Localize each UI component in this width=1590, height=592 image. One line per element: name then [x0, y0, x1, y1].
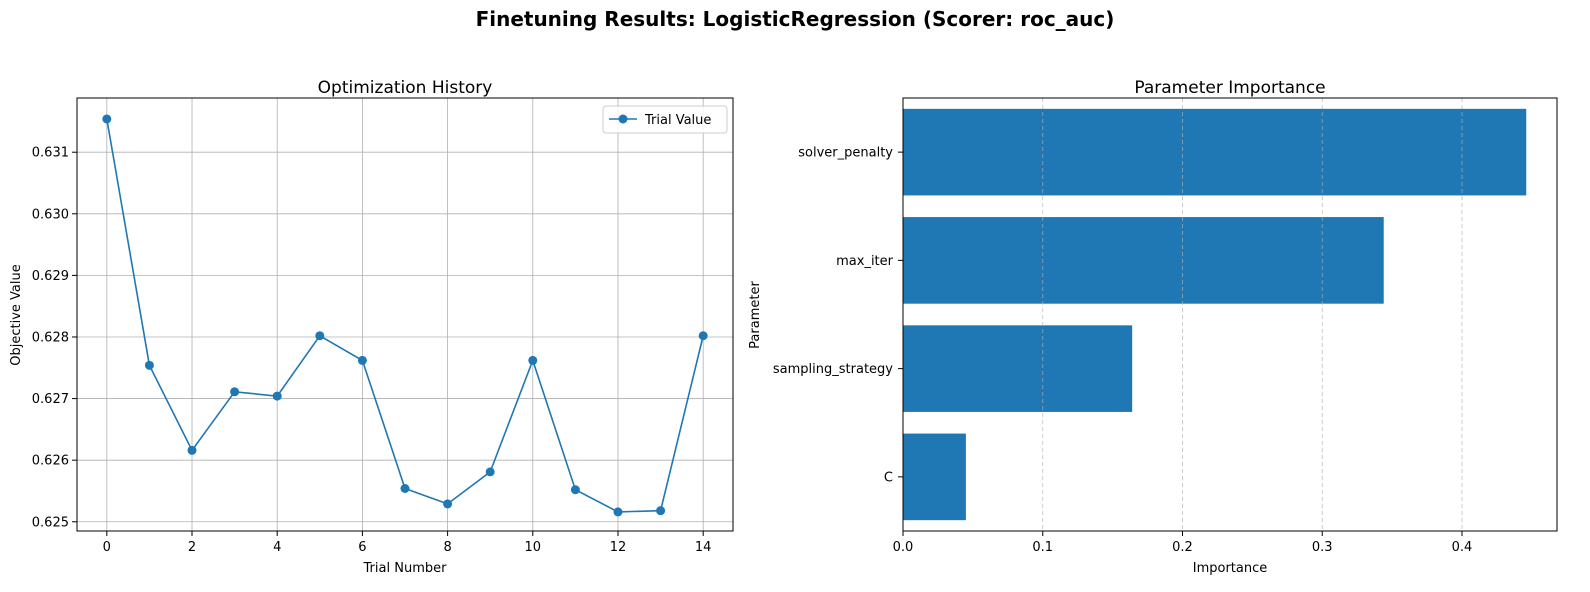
- history-y-tick-label: 0.626: [32, 454, 69, 469]
- history-x-tick-label: 6: [358, 540, 366, 555]
- trial-value-point: [613, 507, 623, 517]
- importance-y-axis-label: Parameter: [748, 281, 763, 349]
- optimization-history-chart: Optimization History 0 2 4 6 8 10 12 14 0.625 0.6…: [9, 78, 734, 576]
- history-y-tick-label: 0.627: [32, 392, 69, 407]
- importance-bars: [903, 108, 1527, 521]
- trial-value-point: [187, 445, 197, 455]
- importance-category-label: C: [884, 470, 893, 485]
- history-grid: [77, 98, 733, 531]
- trial-value-point: [656, 506, 666, 516]
- history-y-axis-label: Objective Value: [9, 264, 24, 365]
- trial-value-point: [400, 484, 410, 494]
- importance-x-tick-label: 0.4: [1452, 540, 1473, 555]
- trial-value-point: [443, 499, 453, 509]
- trial-value-point: [528, 355, 538, 365]
- figure-title: Finetuning Results: LogisticRegression (…: [476, 7, 1115, 31]
- importance-chart-title: Parameter Importance: [1134, 78, 1325, 98]
- history-ticks: 0 2 4 6 8 10 12 14 0.625 0.626 0.627 0.628 0.629 0.63…: [32, 146, 712, 555]
- history-x-tick-label: 10: [525, 540, 542, 555]
- legend-marker-sample: [618, 114, 628, 124]
- history-x-tick-label: 8: [443, 540, 451, 555]
- importance-x-tick-label: 0.3: [1312, 540, 1333, 555]
- history-x-tick-label: 4: [273, 540, 281, 555]
- importance-plot-frame: [902, 97, 1558, 532]
- importance-category-label: max_iter: [836, 254, 894, 269]
- importance-ticks: solver_penalty max_iter sampling_strategy C…: [773, 146, 1472, 555]
- history-chart-title: Optimization History: [318, 78, 493, 98]
- importance-grid: [1042, 98, 1463, 531]
- history-line-layer: [102, 114, 708, 517]
- trial-value-point: [485, 467, 495, 477]
- importance-category-label: sampling_strategy: [773, 362, 893, 377]
- importance-x-axis-label: Importance: [1193, 561, 1268, 576]
- trial-value-point: [144, 360, 154, 370]
- importance-category-label: solver_penalty: [798, 146, 893, 161]
- importance-bar: [903, 433, 966, 521]
- history-legend: Trial Value: [602, 105, 728, 134]
- importance-bar: [903, 108, 1527, 196]
- trial-value-line: [106, 118, 704, 513]
- history-y-tick-label: 0.631: [32, 146, 69, 161]
- trial-value-point: [357, 355, 367, 365]
- importance-x-tick-label: 0.1: [1032, 540, 1053, 555]
- trial-value-point: [102, 114, 112, 124]
- history-x-axis-label: Trial Number: [363, 561, 448, 576]
- trial-value-point: [272, 391, 282, 401]
- history-y-tick-label: 0.625: [32, 515, 69, 530]
- importance-x-tick-label: 0.0: [893, 540, 914, 555]
- history-y-tick-label: 0.630: [32, 207, 69, 222]
- trial-value-point: [570, 485, 580, 495]
- history-plot-frame: [76, 97, 734, 532]
- trial-value-point: [698, 331, 708, 341]
- trial-value-point: [230, 387, 240, 397]
- history-x-tick-label: 12: [610, 540, 627, 555]
- legend-entry-trial-value: Trial Value: [644, 113, 711, 128]
- history-x-tick-label: 0: [103, 540, 111, 555]
- parameter-importance-chart: Parameter Importance solver_penalty max_i…: [748, 78, 1558, 576]
- importance-x-tick-label: 0.2: [1172, 540, 1193, 555]
- history-y-tick-label: 0.628: [32, 330, 69, 345]
- history-y-tick-label: 0.629: [32, 269, 69, 284]
- history-x-tick-label: 14: [695, 540, 712, 555]
- importance-bar: [903, 217, 1384, 304]
- importance-bar: [903, 325, 1133, 412]
- trial-value-point: [315, 331, 325, 341]
- legend-box: [602, 105, 728, 134]
- history-x-tick-label: 2: [188, 540, 196, 555]
